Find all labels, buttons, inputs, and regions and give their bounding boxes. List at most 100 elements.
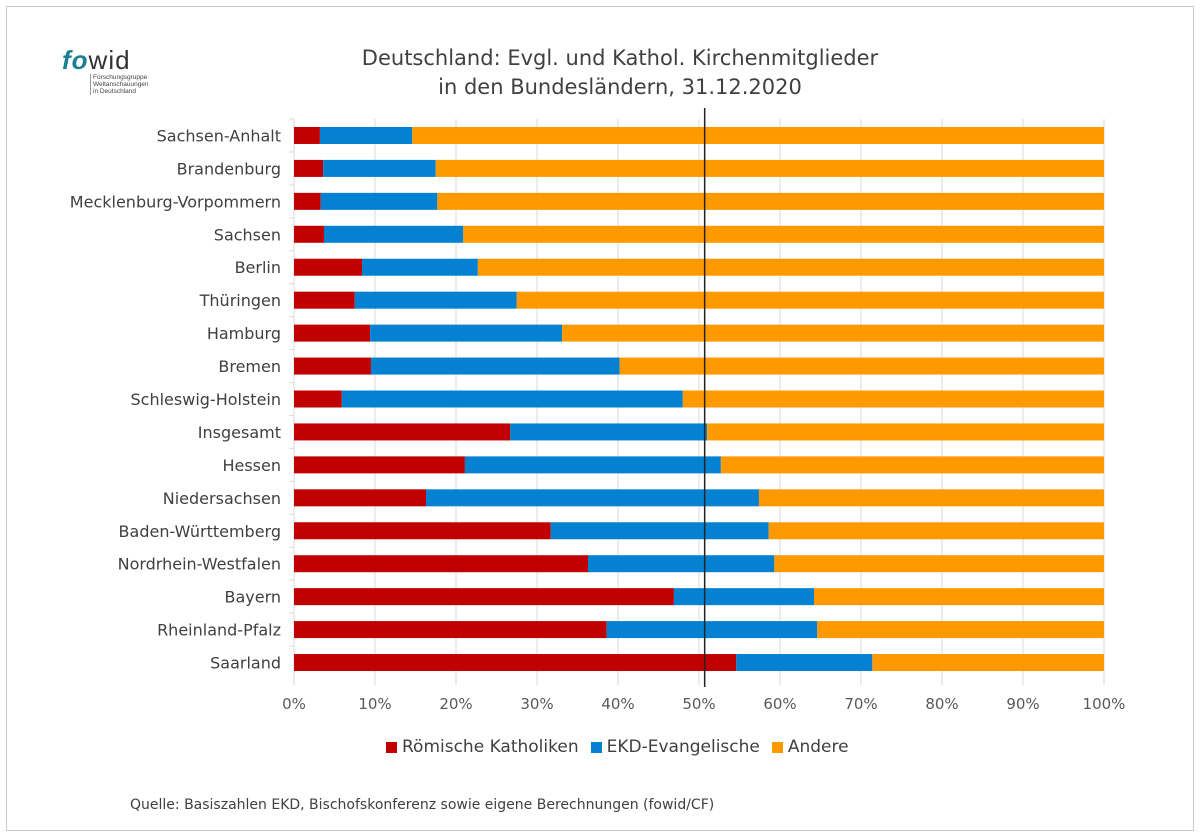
bar-segment-evangelische <box>341 390 683 408</box>
bar-segment-evangelische <box>464 456 721 474</box>
category-label: Schleswig-Holstein <box>131 390 281 409</box>
category-label: Bremen <box>218 357 281 376</box>
legend-swatch-andere <box>771 741 783 753</box>
chart-title: Deutschland: Evgl. und Kathol. Kirchenmi… <box>300 44 940 102</box>
bar-segment-andere <box>758 489 1104 507</box>
bar-segment-andere <box>562 324 1104 342</box>
bar-segment-katholiken <box>294 654 737 672</box>
bar-segment-andere <box>477 258 1104 276</box>
bar-segment-andere <box>463 225 1104 243</box>
x-tick-label: 90% <box>1006 695 1039 713</box>
chart-title-line-2: in den Bundesländern, 31.12.2020 <box>438 75 802 99</box>
x-tick-label: 20% <box>439 695 472 713</box>
legend-swatch-katholiken <box>386 741 397 753</box>
bar-segment-andere <box>682 390 1104 408</box>
legend-item-andere: Andere <box>771 737 849 757</box>
bar-segment-evangelische <box>370 324 563 342</box>
x-tick-label: 50% <box>682 695 715 713</box>
bar-segment-andere <box>814 588 1104 606</box>
x-tick-label: 80% <box>925 695 958 713</box>
legend-item-evangelische: EKD-Evangelische <box>590 737 760 757</box>
x-tick-label: 0% <box>282 695 306 713</box>
category-label: Nordrhein-Westfalen <box>118 555 281 574</box>
x-tick-label: 40% <box>601 695 634 713</box>
category-label: Brandenburg <box>177 159 281 178</box>
bar-segment-katholiken <box>294 126 320 144</box>
bar-segment-katholiken <box>294 357 371 375</box>
category-label: Baden-Württemberg <box>119 522 281 541</box>
x-tick-label: 60% <box>763 695 796 713</box>
bar-segment-evangelische <box>426 489 759 507</box>
bar-segment-evangelische <box>736 654 873 672</box>
bar-segment-katholiken <box>294 522 551 540</box>
bar-segment-katholiken <box>294 192 321 210</box>
bar-segment-katholiken <box>294 423 511 441</box>
logo-line: Weltanschauungen <box>93 81 149 88</box>
category-label: Bayern <box>224 588 281 607</box>
logo-brand-a: fo <box>62 45 89 75</box>
bar-segment-katholiken <box>294 291 355 309</box>
bar-segment-andere <box>768 522 1104 540</box>
bar-segment-andere <box>872 654 1104 672</box>
legend-label: Römische Katholiken <box>402 737 579 757</box>
bar-segment-katholiken <box>294 159 324 177</box>
bar-segment-andere <box>817 621 1104 639</box>
bar-segment-evangelische <box>319 126 413 144</box>
bar-segment-katholiken <box>294 456 465 474</box>
category-label: Thüringen <box>199 291 281 310</box>
x-tick-label: 10% <box>358 695 391 713</box>
bar-segment-andere <box>720 456 1104 474</box>
category-label: Rheinland-Pfalz <box>157 621 281 640</box>
bar-segment-andere <box>619 357 1104 375</box>
bar-segment-katholiken <box>294 555 589 573</box>
bar-segment-andere <box>774 555 1104 573</box>
bar-segment-evangelische <box>362 258 478 276</box>
bar-segment-evangelische <box>354 291 517 309</box>
category-label: Sachsen <box>214 225 281 244</box>
category-label: Niedersachsen <box>163 489 281 508</box>
bar-segment-evangelische <box>323 225 464 243</box>
bar-segment-katholiken <box>294 489 427 507</box>
legend-label: Andere <box>787 737 849 757</box>
category-label: Berlin <box>235 258 281 277</box>
logo-brand-b: wid <box>88 45 131 75</box>
bar-segment-evangelische <box>588 555 775 573</box>
chart-title-line-1: Deutschland: Evgl. und Kathol. Kirchenmi… <box>361 46 879 70</box>
bar-segment-andere <box>437 192 1104 210</box>
bar-segment-katholiken <box>294 588 674 606</box>
category-label: Sachsen-Anhalt <box>157 126 281 145</box>
x-tick-label: 70% <box>844 695 877 713</box>
logo-line: in Deutschland <box>93 88 136 95</box>
category-label: Saarland <box>210 654 281 673</box>
bar-segment-andere <box>435 159 1104 177</box>
bar-segment-katholiken <box>294 621 607 639</box>
legend-item-katholiken: Römische Katholiken <box>386 737 579 757</box>
category-label: Hamburg <box>207 324 281 343</box>
legend: Römische Katholiken EKD-Evangelische And… <box>386 737 861 757</box>
category-label: Hessen <box>222 456 281 475</box>
bar-segment-evangelische <box>606 621 818 639</box>
bar-segment-evangelische <box>323 159 436 177</box>
fowid-logo: fowid Forschungsgruppe Weltanschauungen … <box>62 45 149 95</box>
legend-swatch-evangelische <box>590 741 602 753</box>
bar-segment-evangelische <box>673 588 815 606</box>
category-label: Insgesamt <box>198 423 281 442</box>
logo-subtitle: Forschungsgruppe Weltanschauungen in Deu… <box>90 74 149 95</box>
bar-segment-evangelische <box>370 357 620 375</box>
bar-segment-andere <box>516 291 1104 309</box>
bar-segment-evangelische <box>320 192 438 210</box>
bar-segment-katholiken <box>294 390 342 408</box>
bar-segment-katholiken <box>294 324 371 342</box>
bar-segment-evangelische <box>510 423 708 441</box>
bar-segment-andere <box>412 126 1104 144</box>
legend-label: EKD-Evangelische <box>606 737 760 757</box>
category-label: Mecklenburg-Vorpommern <box>70 192 281 211</box>
bar-segment-evangelische <box>550 522 769 540</box>
source-note: Quelle: Basiszahlen EKD, Bischofskonfere… <box>130 797 715 813</box>
bar-segment-katholiken <box>294 225 324 243</box>
logo-line: Forschungsgruppe <box>93 74 148 81</box>
x-tick-label: 30% <box>520 695 553 713</box>
x-tick-label: 100% <box>1083 695 1126 713</box>
bar-segment-andere <box>707 423 1104 441</box>
